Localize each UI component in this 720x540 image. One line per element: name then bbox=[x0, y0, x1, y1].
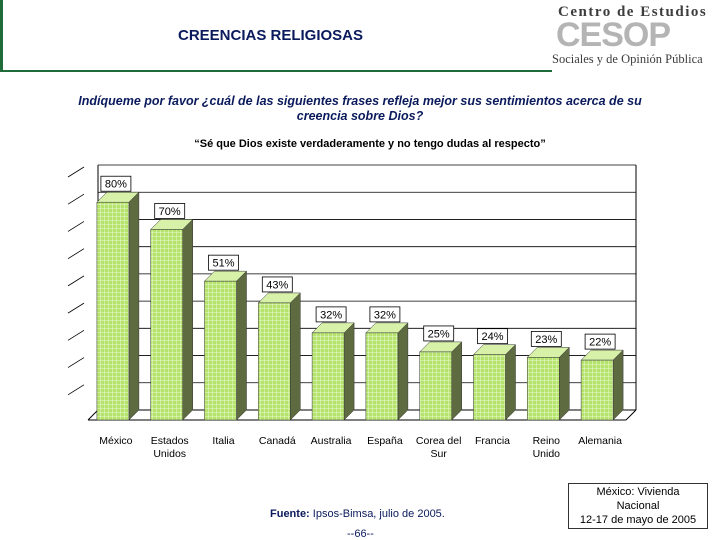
category-label: Italia bbox=[212, 435, 234, 447]
note-line-3: 12-17 de mayo de 2005 bbox=[579, 514, 697, 526]
header-vertical-rule bbox=[0, 0, 3, 72]
bar-side bbox=[397, 322, 409, 421]
floor-left-edge bbox=[87, 409, 99, 421]
bar-side bbox=[451, 341, 462, 421]
bar bbox=[204, 280, 237, 421]
bar-side bbox=[182, 218, 193, 421]
floor-right-edge bbox=[625, 409, 637, 421]
data-label-box bbox=[477, 328, 508, 345]
y-tick bbox=[67, 357, 85, 368]
category-label: Sur bbox=[431, 448, 448, 460]
y-tick bbox=[67, 302, 85, 314]
data-label: 32% bbox=[374, 309, 396, 321]
category-label: Francia bbox=[475, 435, 510, 447]
data-label: 80% bbox=[105, 179, 127, 191]
bar bbox=[365, 332, 399, 421]
page-number: --66-- bbox=[347, 528, 374, 540]
data-label-box bbox=[530, 330, 562, 347]
bar-side bbox=[612, 349, 624, 421]
category-label: Unidos bbox=[153, 448, 186, 460]
y-tick bbox=[67, 221, 85, 232]
data-label-box bbox=[584, 333, 616, 350]
source-note: Fuente: Ipsos-Bimsa, julio de 2005. bbox=[270, 508, 445, 520]
y-tick bbox=[67, 166, 85, 178]
logo-bottom-text: Sociales y de Opinión Pública bbox=[552, 52, 703, 66]
y-tick bbox=[67, 248, 85, 260]
bar bbox=[527, 357, 560, 421]
data-label: 32% bbox=[320, 309, 342, 321]
data-label-box bbox=[154, 203, 186, 219]
bar bbox=[419, 351, 452, 421]
bar bbox=[150, 229, 183, 421]
y-tick bbox=[67, 193, 85, 205]
bar bbox=[580, 359, 614, 421]
bar-side bbox=[343, 322, 355, 421]
category-label: Alemania bbox=[578, 435, 622, 447]
data-label-box bbox=[369, 306, 401, 323]
data-label-box bbox=[261, 276, 293, 293]
bar bbox=[96, 201, 130, 421]
category-label: México bbox=[99, 435, 132, 447]
survey-question: Indíqueme por favor ¿cuál de las siguien… bbox=[78, 94, 642, 123]
category-label: Canadá bbox=[259, 435, 296, 447]
logo-mark: CESOP bbox=[556, 16, 671, 54]
data-label-box bbox=[423, 325, 455, 342]
answer-quote: “Sé que Dios existe verdaderamente y no … bbox=[194, 138, 546, 150]
data-label-box bbox=[208, 254, 239, 271]
category-label: Corea del bbox=[416, 435, 462, 447]
source-label: Fuente: bbox=[270, 508, 310, 520]
data-label: 23% bbox=[535, 334, 557, 346]
category-label: Estados bbox=[151, 435, 189, 447]
bar-side bbox=[559, 346, 570, 421]
data-label: 24% bbox=[481, 331, 503, 343]
survey-note-box: México: Vivienda Nacional 12-17 de mayo … bbox=[568, 483, 708, 529]
category-label: Reino bbox=[533, 435, 561, 447]
note-line-1: México: Vivienda bbox=[596, 486, 680, 498]
data-label: 51% bbox=[212, 258, 234, 270]
data-label-box bbox=[100, 175, 132, 192]
data-label: 25% bbox=[428, 328, 450, 340]
source-text: Ipsos-Bimsa, julio de 2005. bbox=[309, 508, 445, 520]
category-label: España bbox=[367, 435, 403, 447]
y-tick bbox=[67, 384, 85, 396]
page-title: CREENCIAS RELIGIOSAS bbox=[178, 27, 364, 44]
category-label: Australia bbox=[311, 435, 352, 447]
cesop-logo: Centro de Estudios CESOP Sociales y de O… bbox=[552, 4, 712, 66]
data-label: 70% bbox=[159, 206, 181, 218]
bar-side bbox=[128, 191, 140, 421]
y-tick bbox=[67, 275, 85, 287]
bar-side bbox=[505, 344, 516, 421]
data-label: 22% bbox=[589, 337, 611, 349]
bar bbox=[258, 302, 291, 421]
bar bbox=[311, 332, 345, 421]
bar-side bbox=[290, 292, 301, 421]
bar bbox=[473, 354, 506, 421]
data-label-box bbox=[315, 306, 347, 323]
data-label: 43% bbox=[266, 279, 288, 291]
header-horizontal-rule bbox=[0, 70, 552, 72]
bar-side bbox=[236, 270, 247, 421]
category-label: Unido bbox=[533, 448, 561, 460]
y-tick bbox=[67, 329, 85, 341]
logo-top-text: Centro de Estudios bbox=[558, 4, 708, 20]
note-line-2: Nacional bbox=[616, 500, 660, 512]
